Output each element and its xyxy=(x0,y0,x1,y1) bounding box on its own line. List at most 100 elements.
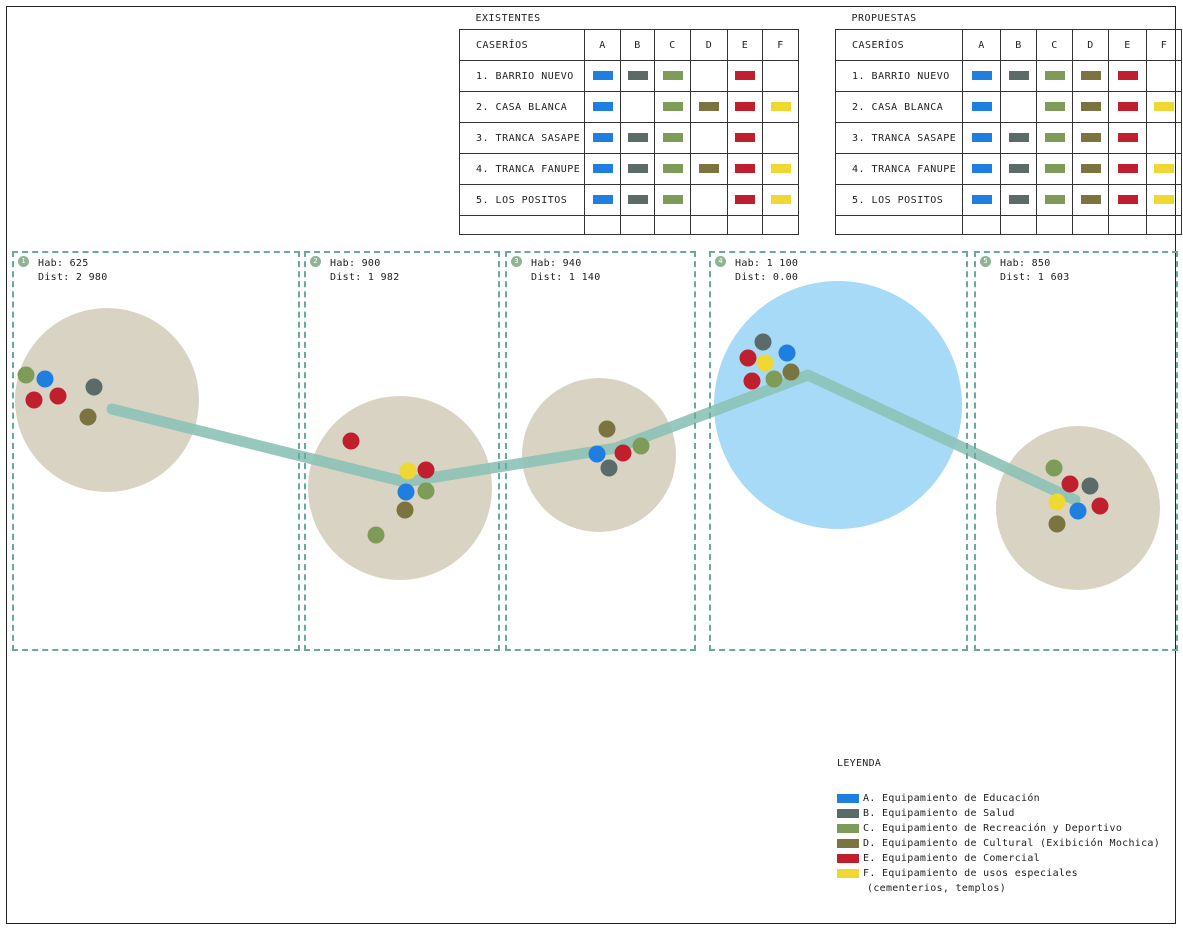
zone-badge: 5 xyxy=(980,256,991,267)
cell xyxy=(459,215,585,235)
swatch-c-icon xyxy=(1044,195,1065,204)
cell xyxy=(620,184,655,216)
swatch-d-icon xyxy=(837,838,859,848)
cell xyxy=(1000,60,1037,92)
cell xyxy=(727,91,763,123)
swatch-f-icon xyxy=(1154,164,1174,173)
cell xyxy=(727,153,763,185)
cell xyxy=(620,60,655,92)
zone-hab: Hab: 1 100 xyxy=(735,258,799,269)
swatch-d-icon xyxy=(1080,164,1101,173)
cell xyxy=(690,60,728,92)
table-title: PROPUESTAS xyxy=(835,7,1182,30)
cell xyxy=(584,122,621,154)
cell xyxy=(620,215,655,235)
zone-dist: Dist: 1 982 xyxy=(330,272,400,283)
equipment-dot-c xyxy=(417,482,435,500)
zone-dist: Dist: 2 980 xyxy=(38,272,108,283)
cell xyxy=(654,60,691,92)
caserio-name: 1. BARRIO NUEVO xyxy=(459,60,585,92)
equipment-dot-c xyxy=(765,370,783,388)
zone-dist: Dist: 0.00 xyxy=(735,272,799,283)
swatch-e-icon xyxy=(1117,195,1138,204)
swatch-e-icon xyxy=(837,853,859,863)
table-row: 3. TRANCA SASAPE xyxy=(459,122,799,154)
cell xyxy=(962,215,1001,235)
cell xyxy=(835,215,963,235)
cell xyxy=(654,153,691,185)
cell xyxy=(1000,153,1037,185)
legend-item-a: A. Equipamiento de Educación xyxy=(837,791,1160,806)
swatch-b-icon xyxy=(627,133,648,142)
cell xyxy=(1072,153,1109,185)
cell xyxy=(962,60,1001,92)
swatch-d-icon xyxy=(699,102,719,111)
table-row: 2. CASA BLANCA xyxy=(459,91,799,123)
influence-circle-1 xyxy=(15,308,199,492)
zone-4: 4 Hab: 1 100 Dist: 0.00 xyxy=(709,251,968,651)
cell xyxy=(962,122,1001,154)
connection-path xyxy=(106,369,1081,506)
swatch-d-icon xyxy=(1080,71,1101,80)
swatch-e-icon xyxy=(1117,71,1138,80)
legend-item-b: B. Equipamiento de Salud xyxy=(837,806,1160,821)
cell xyxy=(962,91,1001,123)
equipment-dot-d xyxy=(598,420,616,438)
swatch-b-icon xyxy=(627,164,648,173)
cell xyxy=(762,184,799,216)
zone-dist: Dist: 1 140 xyxy=(531,272,601,283)
swatch-b-icon xyxy=(1008,164,1029,173)
equipment-dot-a xyxy=(1069,502,1087,520)
column-header: E xyxy=(1108,29,1147,61)
equipment-dot-e xyxy=(614,444,632,462)
cell xyxy=(654,91,691,123)
cell xyxy=(1108,153,1147,185)
swatch-e-icon xyxy=(1117,164,1138,173)
equipment-dot-e xyxy=(49,387,67,405)
swatch-a-icon xyxy=(971,164,992,173)
table-title: EXISTENTES xyxy=(459,7,799,30)
swatch-b-icon xyxy=(627,195,648,204)
swatch-d-icon xyxy=(699,164,719,173)
legend-title: LEYENDA xyxy=(837,758,882,769)
cell xyxy=(1146,122,1182,154)
swatch-c-icon xyxy=(837,823,859,833)
swatch-e-icon xyxy=(735,71,755,80)
cell xyxy=(1146,215,1182,235)
swatch-f-icon xyxy=(770,195,791,204)
swatch-a-icon xyxy=(592,102,613,111)
cell xyxy=(762,91,799,123)
swatch-e-icon xyxy=(735,102,755,111)
swatch-e-icon xyxy=(1117,133,1138,142)
cell xyxy=(1108,60,1147,92)
legend: LEYENDA A. Equipamiento de Educación B. … xyxy=(837,758,1160,896)
equipment-dot-b xyxy=(600,459,618,477)
cell xyxy=(727,60,763,92)
swatch-a-icon xyxy=(592,195,613,204)
column-header: CASERÍOS xyxy=(835,29,963,61)
swatch-a-icon xyxy=(971,71,992,80)
swatch-b-icon xyxy=(1008,133,1029,142)
equipment-dot-a xyxy=(588,445,606,463)
legend-label: B. Equipamiento de Salud xyxy=(863,808,1015,819)
swatch-c-icon xyxy=(662,102,683,111)
zone-3: 3 Hab: 940 Dist: 1 140 xyxy=(505,251,696,651)
equipment-dot-a xyxy=(397,483,415,501)
table-row: 5. LOS POSITOS xyxy=(835,184,1182,216)
cell xyxy=(1146,91,1182,123)
cell xyxy=(1146,184,1182,216)
table-row: 4. TRANCA FANUPE xyxy=(459,153,799,185)
zone-hab: Hab: 900 xyxy=(330,258,381,269)
legend-label: D. Equipamiento de Cultural (Exibición M… xyxy=(863,838,1161,849)
swatch-c-icon xyxy=(662,195,683,204)
swatch-a-icon xyxy=(592,164,613,173)
cell xyxy=(762,60,799,92)
cell xyxy=(727,215,763,235)
legend-item-f: F. Equipamiento de usos especiales xyxy=(837,866,1160,881)
swatch-b-icon xyxy=(837,808,859,818)
caserio-name: 5. LOS POSITOS xyxy=(459,184,585,216)
swatch-e-icon xyxy=(735,195,755,204)
equipment-dot-e xyxy=(743,372,761,390)
zone-badge: 3 xyxy=(511,256,522,267)
